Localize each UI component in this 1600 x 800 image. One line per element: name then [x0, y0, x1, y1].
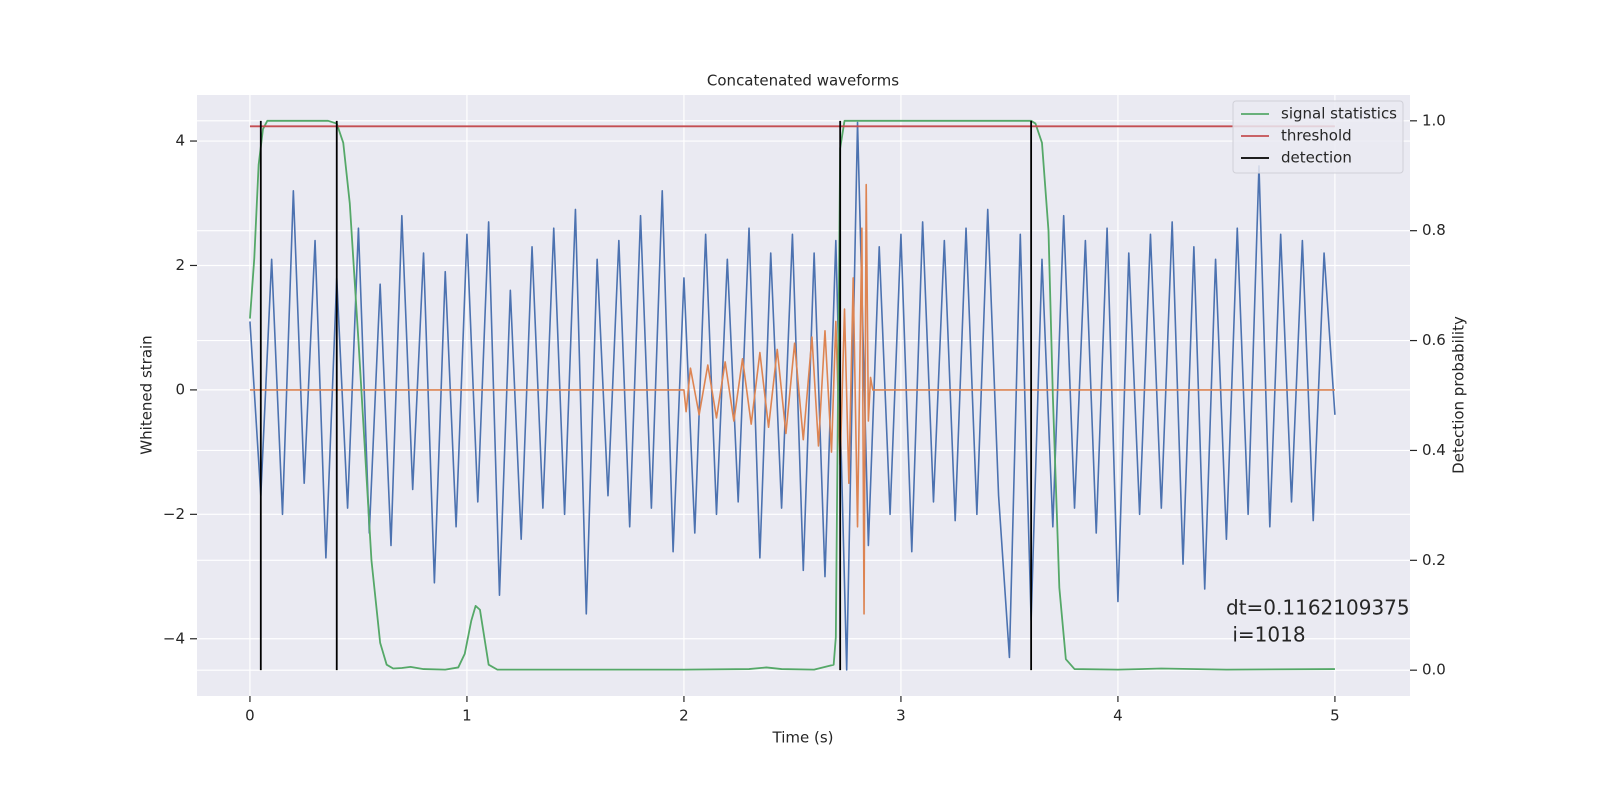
series-line: [249, 183, 1335, 615]
plot-area: [197, 95, 1410, 696]
y2-tick-label: 0.8: [1422, 221, 1446, 239]
x-tick-label: 4: [1113, 707, 1123, 725]
y2-tick-label: 0.0: [1422, 661, 1446, 679]
legend-label: threshold: [1281, 127, 1352, 145]
y-tick-label: 4: [175, 132, 185, 150]
annotation: dt=0.1162109375: [1226, 596, 1410, 620]
legend-box: [1232, 100, 1404, 174]
y2-axis-label: Detection probability: [1450, 316, 1468, 474]
x-tick-label: 3: [896, 707, 906, 725]
annotation: i=1018: [1226, 623, 1306, 647]
legend-label: detection: [1281, 149, 1352, 167]
y-tick-label: 2: [175, 256, 185, 274]
x-tick-label: 5: [1330, 707, 1340, 725]
y-tick-label: 0: [175, 380, 185, 398]
x-axis-label: Time (s): [772, 729, 834, 747]
y-tick-label: −4: [163, 629, 185, 647]
y-tick-label: −2: [163, 505, 185, 523]
x-tick-label: 0: [245, 707, 255, 725]
y2-tick-label: 1.0: [1422, 111, 1446, 129]
y-axis-label: Whitened strain: [138, 335, 156, 454]
x-tick-label: 1: [462, 707, 472, 725]
series-line: [249, 119, 1335, 671]
legend-label: signal statistics: [1281, 105, 1397, 123]
y2-tick-label: 0.4: [1422, 441, 1446, 459]
y2-tick-label: 0.2: [1422, 551, 1446, 569]
chart-title: Concatenated waveforms: [707, 72, 899, 90]
y2-tick-label: 0.6: [1422, 331, 1446, 349]
x-tick-label: 2: [679, 707, 689, 725]
series-line: [249, 121, 1336, 671]
